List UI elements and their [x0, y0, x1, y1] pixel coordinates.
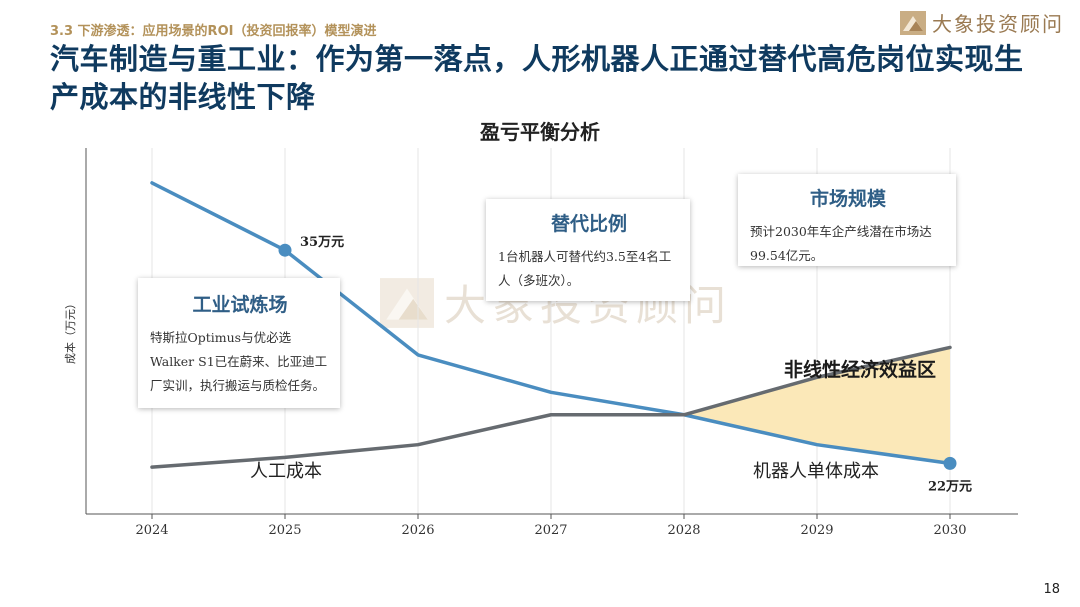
card-title: 市场规模	[809, 188, 886, 210]
brand-logo: 大象投资顾问	[900, 8, 1064, 37]
card-title: 替代比例	[550, 213, 627, 235]
watermark-logo-icon	[380, 277, 434, 328]
mountain-logo-icon	[900, 10, 926, 35]
card-title: 工业试炼场	[192, 294, 288, 316]
chart-title: 盈亏平衡分析	[480, 120, 600, 144]
card-body: 特斯拉Optimus与优必选Walker S1已在蔚来、比亚迪工厂实训，执行搬运…	[150, 330, 328, 393]
x-tick-label: 2028	[667, 523, 700, 538]
logo-text: 大象投资顾问	[932, 12, 1064, 36]
labor-cost-series-label: 人工成本	[250, 461, 322, 482]
section-heading: 3.3 下游渗透：应用场景的ROI（投资回报率）模型演进	[50, 24, 377, 39]
benefit-region	[684, 347, 950, 464]
data-point	[278, 243, 292, 257]
x-tick-label: 2025	[268, 523, 301, 538]
robot-cost-series-label: 机器人单体成本	[753, 461, 879, 482]
x-tick-label: 2024	[135, 523, 168, 538]
point-label: 35万元	[300, 235, 344, 250]
y-axis-label: 成本（万元）	[63, 298, 77, 364]
labor-cost-line	[150, 345, 952, 469]
card-market-size: 市场规模 预计2030年车企产线潜在市场达99.54亿元。	[738, 174, 956, 266]
page-number: 18	[1043, 582, 1060, 597]
x-tick-label: 2027	[534, 523, 567, 538]
card-replacement-ratio: 替代比例 1台机器人可替代约3.5至4名工人（多班次）。	[486, 199, 690, 301]
x-tick-label: 2030	[933, 523, 966, 538]
page-title: 汽车制造与重工业：作为第一落点，人形机器人正通过替代高危岗位实现生产成本的非线性…	[50, 42, 1024, 114]
x-tick-label: 2026	[401, 523, 434, 538]
card-body: 预计2030年车企产线潜在市场达99.54亿元。	[750, 224, 932, 263]
data-point	[943, 456, 957, 470]
benefit-region-label: 非线性经济效益区	[784, 358, 936, 381]
x-tick-label: 2029	[800, 523, 833, 538]
point-label: 22万元	[928, 479, 972, 494]
card-body: 1台机器人可替代约3.5至4名工人（多班次）。	[498, 249, 672, 288]
card-industrial-testing: 工业试炼场 特斯拉Optimus与优必选Walker S1已在蔚来、比亚迪工厂实…	[138, 278, 340, 408]
